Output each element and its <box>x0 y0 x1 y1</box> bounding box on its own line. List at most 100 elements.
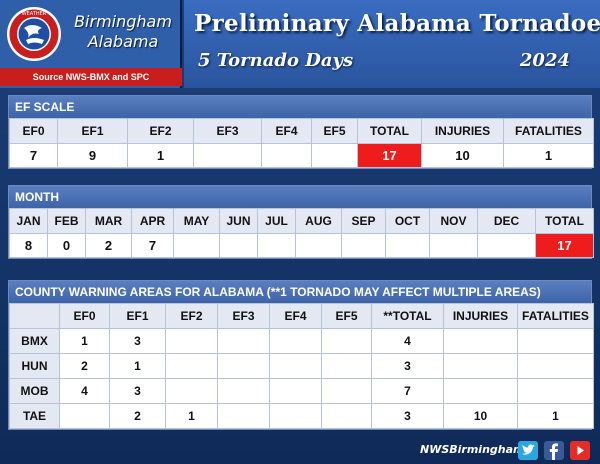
ef-value-fatalities: 1 <box>503 143 594 168</box>
ef-value-ef0: 7 <box>9 143 58 168</box>
table-row: BMX 1 3 4 <box>9 328 594 354</box>
ef-col-ef2: EF2 <box>127 118 194 144</box>
social-handle[interactable]: NWSBirmingham <box>420 443 525 456</box>
cwa-col-injuries: INJURIES <box>443 303 518 329</box>
month-value-sep <box>341 233 386 258</box>
table-row: HUN 2 1 3 <box>9 353 594 379</box>
month-value-row: 8 0 2 7 17 <box>9 233 594 258</box>
ef-value-total: 17 <box>357 143 422 168</box>
office-line-2: Alabama <box>87 32 159 51</box>
cwa-cell: 3 <box>371 353 444 379</box>
header: WEATHER Birmingham Alabama Source NWS-BM… <box>0 0 600 88</box>
nws-seal-icon: WEATHER <box>7 7 61 61</box>
month-value-apr: 7 <box>131 233 174 258</box>
year-label: 2024 <box>519 50 570 71</box>
cwa-cell <box>443 378 518 404</box>
cwa-area-bmx: BMX <box>9 328 60 354</box>
month-col-apr: APR <box>131 208 174 234</box>
ef-value-ef2: 1 <box>127 143 194 168</box>
ef-value-ef3 <box>193 143 262 168</box>
cwa-col-ef3: EF3 <box>217 303 270 329</box>
month-value-oct <box>385 233 430 258</box>
cwa-cell <box>269 328 322 354</box>
month-heading: MONTH <box>9 186 591 208</box>
cwa-cell <box>321 403 372 429</box>
month-col-total: TOTAL <box>535 208 594 234</box>
ef-scale-header-row: EF0 EF1 EF2 EF3 EF4 EF5 TOTAL INJURIES F… <box>9 118 594 144</box>
table-row: TAE 2 1 3 10 1 <box>9 403 594 429</box>
cwa-cell <box>165 328 218 354</box>
ef-col-ef4: EF4 <box>261 118 312 144</box>
cwa-cell: 4 <box>59 378 110 404</box>
month-panel: MONTH JAN FEB MAR APR MAY JUN JUL AUG SE… <box>8 185 594 259</box>
month-col-jan: JAN <box>9 208 48 234</box>
month-value-jul <box>257 233 296 258</box>
title-box: Preliminary Alabama Tornadoes 5 Tornado … <box>184 0 600 88</box>
month-value-jun <box>219 233 258 258</box>
cwa-col-ef0: EF0 <box>59 303 110 329</box>
facebook-icon[interactable] <box>544 441 564 460</box>
cwa-panel: COUNTY WARNING AREAS FOR ALABAMA (**1 TO… <box>8 280 594 430</box>
office-line-1: Birmingham <box>74 12 172 31</box>
cwa-col-ef1: EF1 <box>109 303 166 329</box>
ef-col-total: TOTAL <box>357 118 422 144</box>
cwa-cell: 1 <box>165 403 218 429</box>
cwa-cell <box>59 403 110 429</box>
month-header-row: JAN FEB MAR APR MAY JUN JUL AUG SEP OCT … <box>9 208 594 234</box>
ef-col-injuries: INJURIES <box>421 118 504 144</box>
tornado-days-label: 5 Tornado Days <box>198 50 354 71</box>
ef-col-ef5: EF5 <box>311 118 358 144</box>
cwa-cell <box>517 328 594 354</box>
ef-col-ef0: EF0 <box>9 118 58 144</box>
youtube-icon[interactable] <box>570 441 590 460</box>
ef-value-injuries: 10 <box>421 143 504 168</box>
ef-col-ef1: EF1 <box>57 118 128 144</box>
cwa-cell <box>165 378 218 404</box>
cwa-cell <box>321 328 372 354</box>
footer: NWSBirmingham <box>410 440 600 462</box>
svg-text:WEATHER: WEATHER <box>22 11 47 17</box>
ef-scale-value-row: 7 9 1 17 10 1 <box>9 143 594 168</box>
cwa-cell <box>269 403 322 429</box>
month-value-dec <box>477 233 536 258</box>
ef-scale-heading: EF SCALE <box>9 96 591 118</box>
office-name: Birmingham Alabama <box>66 12 180 52</box>
ef-scale-table: EF0 EF1 EF2 EF3 EF4 EF5 TOTAL INJURIES F… <box>9 118 594 168</box>
cwa-cell: 10 <box>443 403 518 429</box>
cwa-cell: 1 <box>109 353 166 379</box>
cwa-cell <box>217 378 270 404</box>
cwa-cell <box>517 378 594 404</box>
month-value-aug <box>295 233 342 258</box>
month-col-aug: AUG <box>295 208 342 234</box>
month-col-sep: SEP <box>341 208 386 234</box>
month-value-may <box>173 233 220 258</box>
month-col-may: MAY <box>173 208 220 234</box>
cwa-cell <box>269 353 322 379</box>
cwa-cell <box>443 353 518 379</box>
cwa-area-mob: MOB <box>9 378 60 404</box>
month-value-nov <box>429 233 478 258</box>
cwa-col-ef2: EF2 <box>165 303 218 329</box>
table-row: MOB 4 3 7 <box>9 378 594 404</box>
ef-col-ef3: EF3 <box>193 118 262 144</box>
cwa-cell: 4 <box>371 328 444 354</box>
twitter-icon[interactable] <box>518 441 538 460</box>
month-col-nov: NOV <box>429 208 478 234</box>
month-col-dec: DEC <box>477 208 536 234</box>
cwa-cell: 3 <box>109 378 166 404</box>
cwa-col-ef5: EF5 <box>321 303 372 329</box>
cwa-cell <box>217 353 270 379</box>
cwa-col-fatalities: FATALITIES <box>517 303 594 329</box>
page-title: Preliminary Alabama Tornadoes <box>194 10 600 37</box>
cwa-area-hun: HUN <box>9 353 60 379</box>
ef-value-ef4 <box>261 143 312 168</box>
month-col-jul: JUL <box>257 208 296 234</box>
cwa-col-area <box>9 303 60 329</box>
cwa-cell <box>269 378 322 404</box>
month-value-feb: 0 <box>47 233 86 258</box>
cwa-cell <box>217 328 270 354</box>
cwa-heading: COUNTY WARNING AREAS FOR ALABAMA (**1 TO… <box>9 281 591 303</box>
cwa-cell: 7 <box>371 378 444 404</box>
month-value-jan: 8 <box>9 233 48 258</box>
month-col-mar: MAR <box>85 208 132 234</box>
